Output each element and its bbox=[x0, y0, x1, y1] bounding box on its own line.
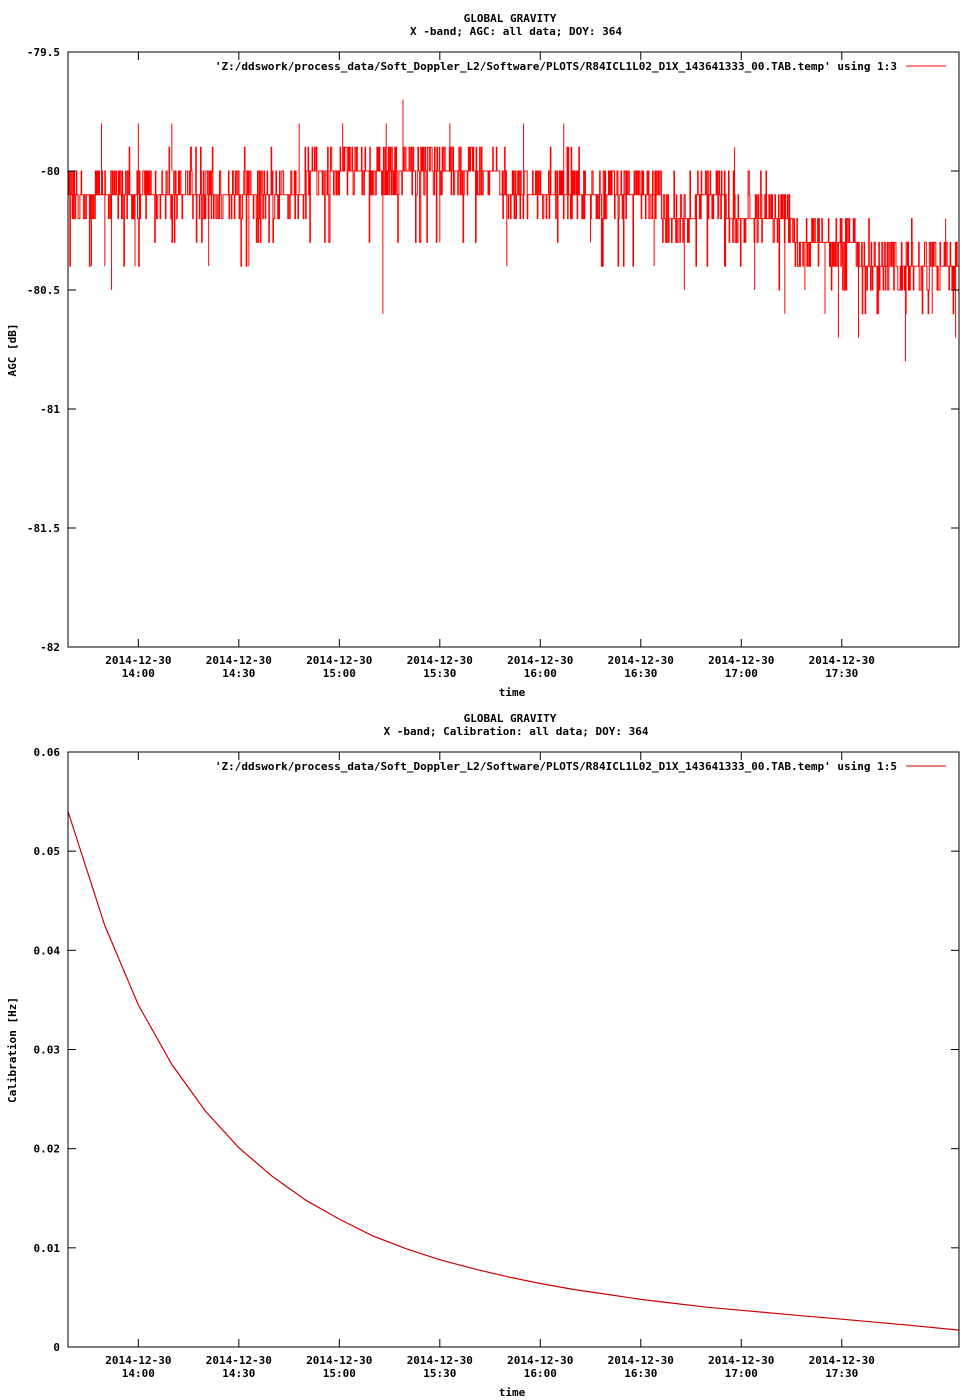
y-tick-label: 0.02 bbox=[34, 1143, 61, 1156]
y-tick-label: 0.04 bbox=[34, 944, 61, 957]
chart-agc-x-axis: 2014-12-3014:002014-12-3014:302014-12-30… bbox=[105, 52, 875, 680]
x-tick-label: 15:00 bbox=[323, 667, 356, 680]
x-tick-date: 2014-12-30 bbox=[507, 654, 573, 667]
chart-calibration-title: GLOBAL GRAVITY bbox=[464, 712, 557, 725]
x-tick-date: 2014-12-30 bbox=[407, 654, 473, 667]
x-tick-date: 2014-12-30 bbox=[608, 1354, 674, 1367]
x-tick-date: 2014-12-30 bbox=[306, 654, 372, 667]
x-tick-date: 2014-12-30 bbox=[608, 654, 674, 667]
chart-calibration-x-axis: 2014-12-3014:002014-12-3014:302014-12-30… bbox=[105, 752, 875, 1380]
y-tick-label: -82 bbox=[40, 641, 60, 654]
x-tick-label: 17:30 bbox=[825, 1367, 858, 1380]
chart-calibration-plot bbox=[67, 811, 960, 1331]
x-tick-label: 16:00 bbox=[524, 667, 557, 680]
x-tick-date: 2014-12-30 bbox=[105, 654, 171, 667]
x-tick-label: 16:30 bbox=[624, 1367, 657, 1380]
x-tick-label: 15:30 bbox=[423, 1367, 456, 1380]
x-tick-label: 17:00 bbox=[725, 667, 758, 680]
x-tick-label: 14:30 bbox=[222, 667, 255, 680]
chart-calibration: GLOBAL GRAVITY X -band; Calibration: all… bbox=[6, 712, 960, 1399]
x-tick-date: 2014-12-30 bbox=[306, 1354, 372, 1367]
series-calibration-line bbox=[67, 811, 960, 1331]
x-tick-label: 16:00 bbox=[524, 1367, 557, 1380]
y-tick-label: -80 bbox=[40, 165, 60, 178]
x-tick-label: 17:00 bbox=[725, 1367, 758, 1380]
x-tick-label: 17:30 bbox=[825, 667, 858, 680]
chart-agc-ylabel: AGC [dB] bbox=[6, 324, 19, 377]
y-tick-label: 0.01 bbox=[34, 1242, 61, 1255]
y-tick-label: 0 bbox=[53, 1341, 60, 1354]
chart-agc-y-axis: -79.5 -80 -80.5 -81 -81.5 -82 bbox=[27, 46, 959, 654]
x-tick-date: 2014-12-30 bbox=[809, 1354, 875, 1367]
chart-calibration-y-axis: 0 0.01 0.02 0.03 0.04 0.05 0.06 bbox=[34, 746, 959, 1354]
chart-agc-plot bbox=[68, 99, 959, 362]
chart-agc-frame bbox=[67, 51, 960, 648]
chart-agc: GLOBAL GRAVITY X -band; AGC: all data; D… bbox=[6, 12, 960, 699]
y-tick-label: 0.06 bbox=[34, 746, 61, 759]
chart-calibration-frame bbox=[67, 751, 960, 1348]
x-tick-label: 14:30 bbox=[222, 1367, 255, 1380]
chart-calibration-ylabel: Calibration [Hz] bbox=[6, 997, 19, 1103]
chart-calibration-legend-label: 'Z:/ddswork/process_data/Soft_Doppler_L2… bbox=[215, 760, 897, 773]
chart-calibration-legend: 'Z:/ddswork/process_data/Soft_Doppler_L2… bbox=[215, 760, 946, 773]
x-tick-date: 2014-12-30 bbox=[809, 654, 875, 667]
series-agc-line bbox=[68, 146, 959, 315]
chart-agc-legend: 'Z:/ddswork/process_data/Soft_Doppler_L2… bbox=[215, 60, 946, 73]
chart-agc-legend-label: 'Z:/ddswork/process_data/Soft_Doppler_L2… bbox=[215, 60, 897, 73]
x-tick-date: 2014-12-30 bbox=[708, 654, 774, 667]
chart-agc-title: GLOBAL GRAVITY bbox=[464, 12, 557, 25]
x-tick-date: 2014-12-30 bbox=[708, 1354, 774, 1367]
x-tick-date: 2014-12-30 bbox=[206, 1354, 272, 1367]
y-tick-label: -79.5 bbox=[27, 46, 60, 59]
chart-agc-xlabel: time bbox=[499, 686, 526, 699]
x-tick-date: 2014-12-30 bbox=[206, 654, 272, 667]
y-tick-label: 0.05 bbox=[34, 845, 61, 858]
y-tick-label: 0.03 bbox=[34, 1044, 61, 1057]
x-tick-date: 2014-12-30 bbox=[105, 1354, 171, 1367]
chart-agc-subtitle: X -band; AGC: all data; DOY: 364 bbox=[410, 25, 622, 38]
x-tick-label: 14:00 bbox=[122, 1367, 155, 1380]
x-tick-label: 15:30 bbox=[423, 667, 456, 680]
x-tick-label: 14:00 bbox=[122, 667, 155, 680]
x-tick-date: 2014-12-30 bbox=[507, 1354, 573, 1367]
chart-calibration-xlabel: time bbox=[499, 1386, 526, 1399]
y-tick-label: -80.5 bbox=[27, 284, 60, 297]
x-tick-date: 2014-12-30 bbox=[407, 1354, 473, 1367]
y-tick-label: -81 bbox=[40, 403, 60, 416]
y-tick-label: -81.5 bbox=[27, 522, 60, 535]
x-tick-label: 15:00 bbox=[323, 1367, 356, 1380]
chart-calibration-subtitle: X -band; Calibration: all data; DOY: 364 bbox=[384, 725, 649, 738]
x-tick-label: 16:30 bbox=[624, 667, 657, 680]
